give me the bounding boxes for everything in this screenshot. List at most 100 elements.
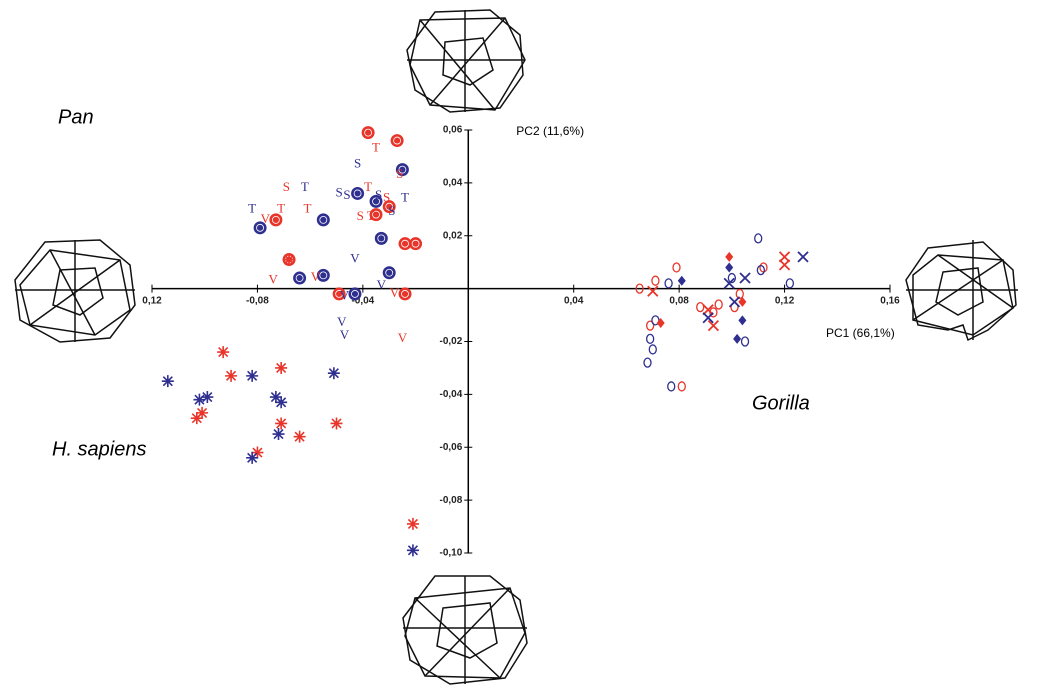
point [225,369,238,382]
y-tick-label: -0,02 [439,336,462,347]
point [369,194,383,208]
point: S [357,208,364,223]
point [647,285,659,297]
point [293,271,307,285]
point [778,259,791,271]
point [161,375,174,388]
point: S [343,187,350,202]
point [723,277,735,289]
point: S [383,190,390,205]
point-ring [411,239,420,248]
point [409,237,423,251]
point: T [372,139,380,154]
point: V [337,314,347,329]
point-ring [364,128,373,137]
annotation: Gorilla [752,392,810,414]
point [351,186,365,200]
point [735,288,744,300]
point [332,287,346,301]
point-ring [385,268,394,277]
point [406,544,419,557]
point [275,396,288,409]
point [316,268,330,282]
point: V [261,211,271,226]
point [275,361,288,374]
point [733,333,742,344]
point [738,315,747,326]
y-tick-label: 0,02 [443,230,463,241]
point: T [367,208,375,223]
x-tick-label: 0,12 [142,295,162,306]
point [217,346,230,359]
annotation: H. sapiens [52,438,147,460]
point-ring [256,223,264,232]
point [293,430,306,443]
point-ring [372,210,380,219]
annotation: Pan [58,106,94,128]
point [361,126,375,140]
x-tick-label: 0,04 [564,295,584,306]
shape-glyph-left [14,239,136,343]
point [246,369,259,382]
point: T [277,200,285,215]
point [797,251,809,263]
point [316,213,330,227]
point [283,253,296,266]
point [728,296,741,308]
point [193,393,206,406]
point [374,231,388,245]
y-tick-label: -0,04 [439,389,462,400]
point [656,317,665,328]
point-ring [372,197,380,206]
point [643,357,652,368]
point [725,251,734,262]
point: V [311,269,321,284]
point: S [336,184,343,199]
point: T [248,200,256,215]
point [646,333,655,345]
point: V [269,272,279,287]
point [664,278,673,289]
x-tick-label: 0,08 [669,295,689,306]
point: S [354,155,361,170]
point [725,262,734,273]
y-tick-label: 0,06 [443,125,463,136]
point [727,272,737,284]
x-axis-label: PC1 (66,1%) [826,326,895,340]
point-ring [295,274,304,282]
point [201,391,214,404]
point [395,163,409,177]
point-ring [401,290,409,298]
point [348,287,362,301]
point [275,417,288,430]
point: V [340,327,350,342]
point: S [388,203,395,218]
point [739,272,751,284]
point [382,200,396,214]
point [667,381,676,392]
point [330,417,343,430]
y-tick-label: -0,08 [439,495,462,506]
point [635,283,644,294]
shape-glyph-bottom [402,575,528,685]
point-ring [335,290,344,298]
point [390,134,404,148]
x-tick-label: 0,16 [880,295,900,306]
point [196,406,209,419]
x-tick-label: 0,12 [775,295,795,306]
point [648,344,657,355]
point [190,412,203,425]
point [398,287,412,301]
point-ring [377,234,386,243]
point: V [390,285,400,300]
point [738,296,747,307]
y-tick-label: 0,04 [443,178,463,189]
point: T [301,179,309,194]
point [251,446,264,459]
point [406,517,419,530]
point [754,233,763,244]
point [785,278,794,289]
point [756,264,765,276]
point [702,312,714,324]
point: V [398,330,408,345]
